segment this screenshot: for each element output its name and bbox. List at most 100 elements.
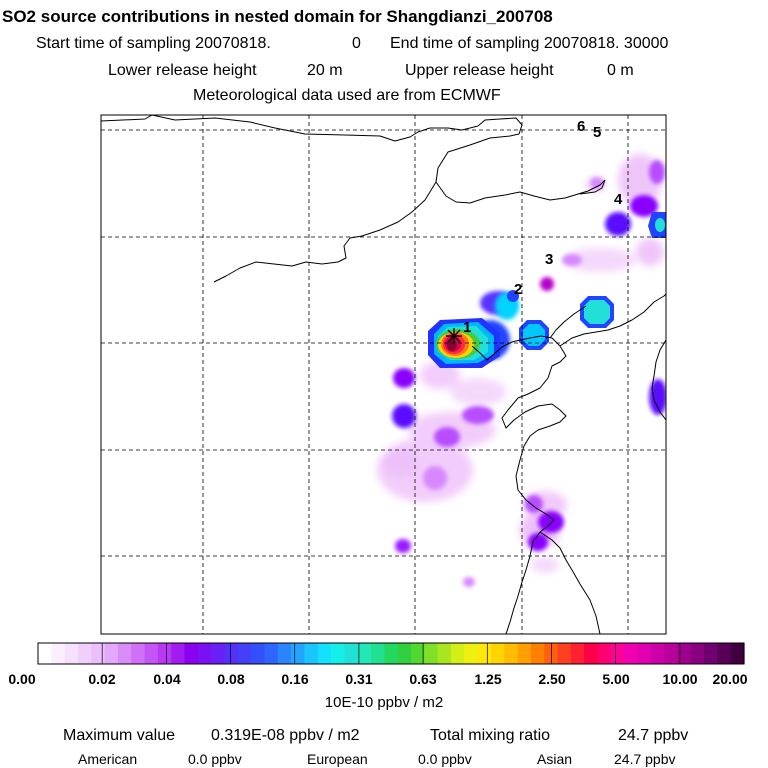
colorbar-tick-label: 1.25 <box>474 671 502 687</box>
trajectory-marker-2: 2 <box>514 281 522 298</box>
colorbar-cell <box>730 643 745 664</box>
colorbar-cell <box>570 643 585 664</box>
trajectory-marker-6: 6 <box>577 118 585 135</box>
trajectory-marker-4: 4 <box>614 191 623 208</box>
colorbar-cell <box>557 643 572 664</box>
plume-patch <box>434 427 460 447</box>
map-frame <box>100 114 667 635</box>
trajectory-marker-5: 5 <box>593 124 601 141</box>
colorbar-tick-marks <box>101 643 681 664</box>
concentration-field-mid <box>392 160 666 587</box>
colorbar-cell <box>211 643 226 664</box>
colorbar-tick-label: 0.08 <box>217 671 245 687</box>
american-value: 0.0 ppbv <box>188 751 242 767</box>
colorbar-cell <box>450 643 465 664</box>
colorbar-cell <box>157 643 172 664</box>
upper-release-label: Upper release height <box>405 62 554 79</box>
colorbar-cell <box>291 643 306 664</box>
met-data-label: Meteorological data used are from ECMWF <box>193 87 501 104</box>
hotspot-octagon-inner <box>584 300 610 324</box>
max-value: 0.319E-08 ppbv / m2 <box>211 727 360 744</box>
colorbar-cell <box>424 643 439 664</box>
colorbar-cell <box>117 643 132 664</box>
colorbar-cell <box>144 643 159 664</box>
colorbar-cell <box>104 643 119 664</box>
colorbar-tick-label: 0.04 <box>153 671 181 687</box>
plume-patch <box>562 254 582 266</box>
colorbar-cell <box>504 643 519 664</box>
hotspot-octagon-inner <box>523 324 545 346</box>
map-title: SO2 source contributions in nested domai… <box>2 7 553 26</box>
colorbar-cell <box>517 643 532 664</box>
haze-patch <box>636 238 664 266</box>
colorbar-tick-label: 0.00 <box>8 671 36 687</box>
plume-core <box>507 290 519 302</box>
colorbar-cell <box>650 643 665 664</box>
colorbar-cell <box>317 643 332 664</box>
liaodong-coast <box>559 293 666 347</box>
total-mixing-label: Total mixing ratio <box>430 727 551 744</box>
plume-patch <box>395 539 411 553</box>
colorbar-cell <box>704 643 718 664</box>
colorbar-cell <box>251 643 266 664</box>
haze-patch <box>382 448 418 476</box>
colorbar-unit: 10E-10 ppbv / m2 <box>324 694 444 711</box>
colorbar-tick-label: 0.16 <box>281 671 309 687</box>
colorbar-cell <box>38 643 52 664</box>
lower-release-label: Lower release height <box>108 62 257 79</box>
asian-value: 24.7 ppbv <box>614 751 676 767</box>
end-time-label: End time of sampling 20070818. 30000 <box>390 35 669 52</box>
colorbar-cell <box>131 643 146 664</box>
plume-patch <box>605 212 631 236</box>
colorbar-cell <box>371 643 385 664</box>
haze-patch <box>450 378 506 406</box>
colorbar-cell <box>677 643 692 664</box>
colorbar-cell <box>344 643 359 664</box>
haze-patch <box>531 557 559 573</box>
colorbar-cell <box>530 643 545 664</box>
plume-patch <box>590 177 604 189</box>
european-label: European <box>307 751 368 767</box>
colorbar-tick-label: 2.50 <box>538 671 566 687</box>
plume-patch <box>649 379 666 415</box>
border-ne <box>579 179 606 195</box>
colorbar-cell <box>637 643 652 664</box>
trajectory-marker-1: 1 <box>463 319 471 336</box>
colorbar-tick-label: 5.00 <box>602 671 630 687</box>
plume-patch <box>528 533 548 551</box>
total-mixing-value: 24.7 ppbv <box>618 727 689 744</box>
haze-patch <box>564 248 636 272</box>
colorbar-cell <box>410 643 425 664</box>
colorbar-cell <box>91 643 106 664</box>
coastlines <box>101 115 666 634</box>
colorbar-cell <box>624 643 639 664</box>
plume-patch <box>423 466 447 490</box>
colorbar-cell <box>384 643 399 664</box>
colorbar-cell <box>277 643 292 664</box>
colorbar-cell <box>690 643 705 664</box>
colorbar-cell <box>597 643 612 664</box>
colorbar-cell <box>664 643 678 664</box>
colorbar-cell <box>77 643 92 664</box>
asian-label: Asian <box>537 751 573 767</box>
european-value: 0.0 ppbv <box>418 751 472 767</box>
plume-patch <box>630 195 658 217</box>
colorbar-cell <box>51 643 66 664</box>
colorbar-cell <box>304 643 319 664</box>
plume-patch <box>649 160 665 184</box>
trajectory-marker-3: 3 <box>545 251 553 268</box>
colorbar-cell <box>464 643 479 664</box>
colorbar-cells <box>38 643 745 664</box>
coast-south <box>539 531 601 634</box>
inner-border <box>549 305 587 339</box>
colorbar-tick-label: 20.00 <box>712 671 748 687</box>
concentration-field-high <box>428 212 666 368</box>
colorbar-cell <box>610 643 625 664</box>
colorbar-frame <box>37 642 745 665</box>
colorbar-cell <box>171 643 186 664</box>
lower-release-value: 20 m <box>307 62 343 79</box>
receptor-star-icon <box>446 328 462 344</box>
colorbar-tick-label: 0.02 <box>88 671 116 687</box>
